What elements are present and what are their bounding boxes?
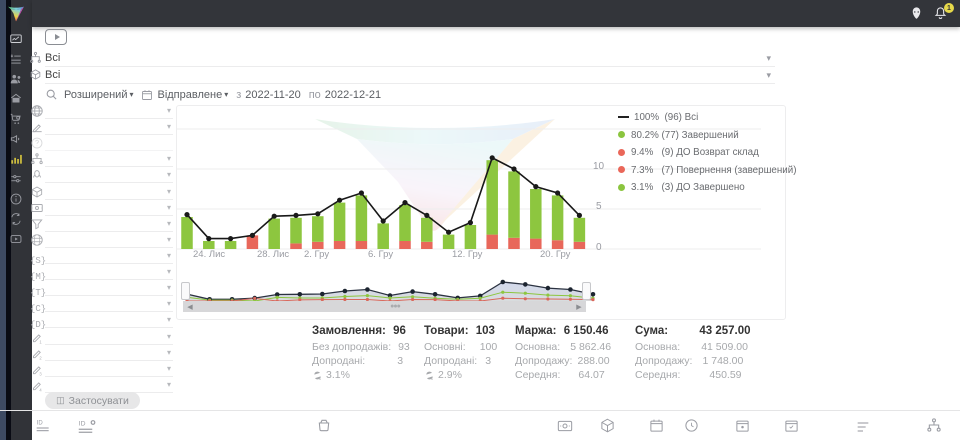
svg-text:x: x: [319, 376, 322, 381]
svg-text:ID: ID: [37, 421, 44, 427]
svg-text:3: 3: [39, 371, 42, 376]
svg-text:2: 2: [39, 355, 42, 360]
svg-text:1: 1: [39, 339, 42, 344]
svg-text:4: 4: [39, 387, 42, 392]
svg-text:ID: ID: [79, 421, 86, 428]
svg-text:x: x: [431, 376, 434, 381]
